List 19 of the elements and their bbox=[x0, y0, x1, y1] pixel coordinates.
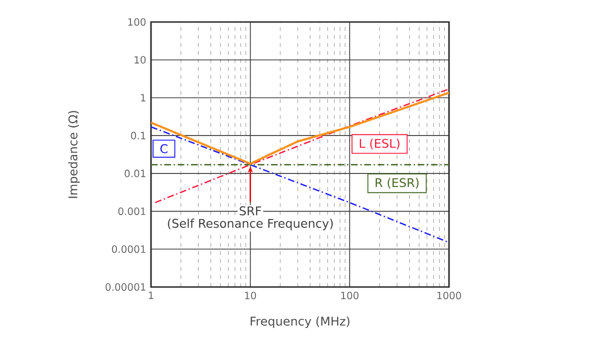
series-label: R (ESR) bbox=[376, 178, 419, 189]
y-tick-label: 0.00001 bbox=[106, 283, 146, 291]
x-tick-label: 1000 bbox=[437, 292, 462, 300]
y-tick-label: 0.1 bbox=[131, 132, 146, 140]
y-tick-label: 0.01 bbox=[124, 170, 146, 178]
y-axis-title: Impedance (Ω) bbox=[68, 110, 80, 198]
x-tick-label: 100 bbox=[341, 292, 359, 300]
x-axis-title: Frequency (MHz) bbox=[250, 316, 350, 328]
annotation: SRF bbox=[240, 206, 262, 216]
annotation: (Self Resonance Frequency) bbox=[168, 218, 333, 230]
y-tick-label: 1 bbox=[141, 94, 146, 102]
y-tick-label: 0.001 bbox=[118, 208, 146, 216]
y-tick-label: 0.0001 bbox=[112, 245, 146, 253]
series-label: C bbox=[160, 144, 168, 154]
y-tick-label: 100 bbox=[128, 18, 146, 26]
x-tick-label: 10 bbox=[245, 292, 256, 300]
x-tick-label: 1 bbox=[148, 292, 154, 300]
series-label: L (ESL) bbox=[360, 138, 400, 150]
y-tick-label: 10 bbox=[134, 56, 146, 64]
